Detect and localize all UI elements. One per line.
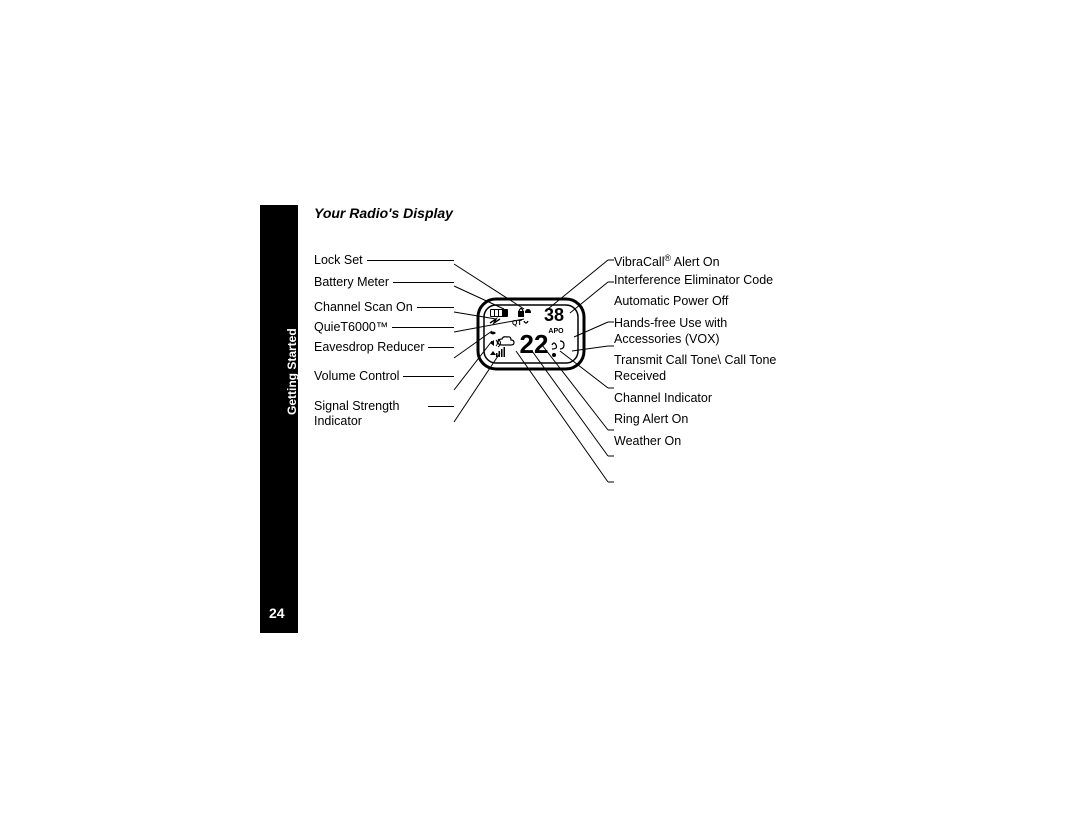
label-channel-indicator: Channel Indicator bbox=[614, 391, 834, 407]
radio-lcd-illustration: 38 QT APO 22 bbox=[476, 297, 586, 371]
label-eavesdrop-reducer: Eavesdrop Reducer bbox=[314, 340, 454, 356]
svg-text:QT: QT bbox=[512, 320, 522, 327]
label-automatic-power-off: Automatic Power Off bbox=[614, 294, 834, 310]
label-interference-eliminator: Interference Eliminator Code bbox=[614, 273, 834, 289]
manual-page: Getting Started 24 Your Radio's Display … bbox=[260, 205, 830, 633]
label-weather-on: Weather On bbox=[614, 434, 834, 450]
content-area: Your Radio's Display Lock Set Battery Me… bbox=[314, 205, 830, 575]
label-lock-set: Lock Set bbox=[314, 253, 454, 269]
label-vibracall: VibraCall® Alert On bbox=[614, 253, 834, 271]
diagram-area: Lock Set Battery Meter Channel Scan On Q… bbox=[314, 235, 830, 575]
svg-text:22: 22 bbox=[520, 329, 549, 359]
label-battery-meter: Battery Meter bbox=[314, 275, 454, 291]
page-number: 24 bbox=[269, 605, 285, 621]
sidebar-section-label: Getting Started bbox=[285, 328, 299, 415]
label-volume-control: Volume Control bbox=[314, 369, 454, 385]
right-label-column: VibraCall® Alert On Interference Elimina… bbox=[614, 253, 834, 449]
sidebar-tab: Getting Started 24 bbox=[260, 205, 298, 633]
label-signal-strength: Signal Strength Indicator bbox=[314, 399, 454, 430]
svg-text:APO: APO bbox=[548, 328, 564, 335]
label-ring-alert-on: Ring Alert On bbox=[614, 412, 834, 428]
label-call-tone: Transmit Call Tone\ Call Tone Received bbox=[614, 353, 834, 384]
svg-text:38: 38 bbox=[544, 305, 564, 325]
page-title: Your Radio's Display bbox=[314, 205, 830, 221]
label-quiet6000: QuieT6000™ bbox=[314, 320, 454, 336]
label-hands-free-vox: Hands-free Use with Accessories (VOX) bbox=[614, 316, 834, 347]
label-channel-scan-on: Channel Scan On bbox=[314, 300, 454, 316]
left-label-column: Lock Set Battery Meter Channel Scan On Q… bbox=[314, 253, 454, 430]
